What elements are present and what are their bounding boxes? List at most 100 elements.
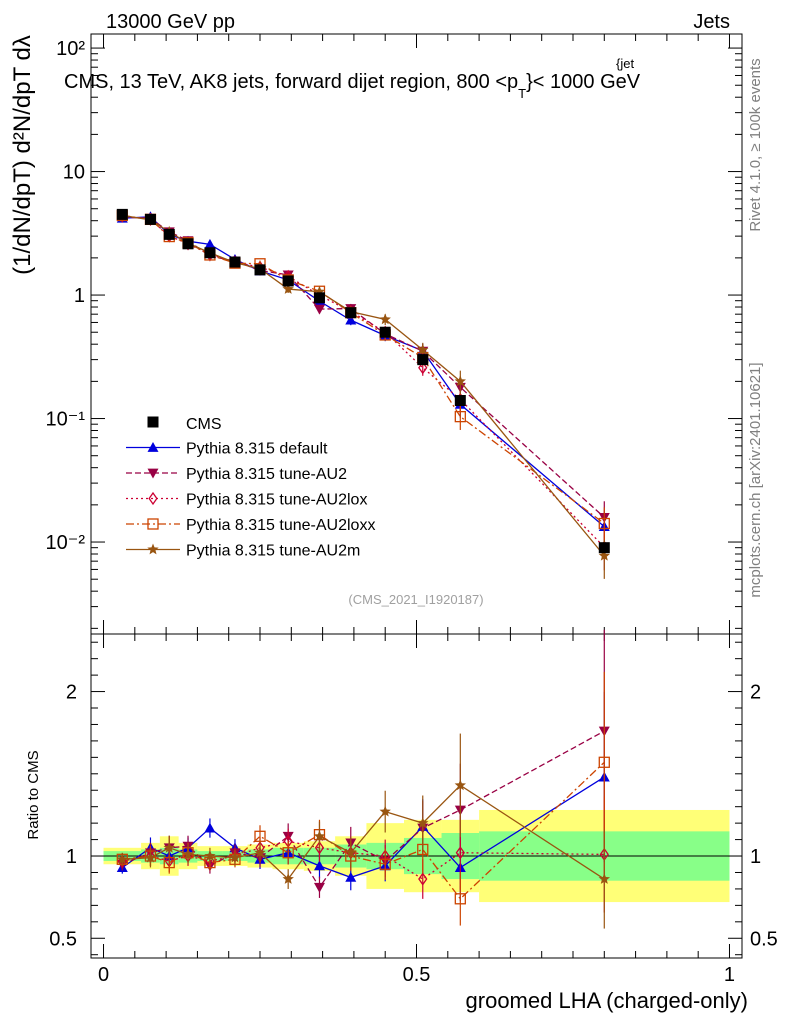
legend-marker-2 xyxy=(148,491,158,506)
series-point-ratio xyxy=(345,846,357,858)
series-point-ratio xyxy=(163,841,175,853)
series-point-main xyxy=(598,517,610,530)
chart-title-sup: {jet xyxy=(616,56,634,71)
x-tick-label: 0 xyxy=(98,964,109,986)
legend-label-4: Pythia 8.315 tune-AU2m xyxy=(186,543,360,560)
series-point-ratio xyxy=(254,830,266,842)
x-tick-label: 1 xyxy=(724,964,735,986)
chart-title-sub: T xyxy=(518,86,526,101)
cms-point xyxy=(598,542,610,554)
y-tick-label: 1 xyxy=(74,285,85,307)
series-point-ratio xyxy=(454,779,466,791)
series-point-ratio xyxy=(454,893,466,905)
y-tick-label: 10⁻² xyxy=(46,532,86,554)
cms-point xyxy=(313,292,325,304)
series-point-main xyxy=(204,238,216,249)
series-point-main xyxy=(418,361,428,375)
ratio-tick-label: 0.5 xyxy=(49,928,77,950)
legend-label-2: Pythia 8.315 tune-AU2lox xyxy=(186,492,367,509)
legend-marker-1 xyxy=(147,468,159,479)
series-point-ratio xyxy=(204,822,216,833)
ratio-tick-label: 1 xyxy=(66,846,77,868)
series-point-ratio xyxy=(379,858,391,870)
cms-point xyxy=(229,256,241,268)
y-tick-label: 10⁻¹ xyxy=(46,409,86,431)
ratio-tick-label: 2 xyxy=(66,682,77,704)
cms-data xyxy=(116,208,610,554)
legend-marker-0 xyxy=(147,442,159,452)
cms-point xyxy=(282,275,294,287)
side-label-rivet: Rivet 4.1.0, ≥ 100k events xyxy=(747,58,764,231)
series-point-ratio xyxy=(229,851,241,863)
legend-label-cms: CMS xyxy=(186,416,222,433)
cms-point xyxy=(204,247,216,259)
chart-title-main: CMS, 13 TeV, AK8 jets, forward dijet reg… xyxy=(64,71,518,93)
series-point-ratio xyxy=(379,805,391,817)
series-point-ratio xyxy=(254,846,266,858)
series-point-ratio xyxy=(418,872,428,886)
series-point-ratio xyxy=(116,853,128,865)
series-line-main xyxy=(122,214,605,525)
ratio-tick-label-right: 0.5 xyxy=(750,928,778,950)
cms-point xyxy=(182,238,194,250)
cms-point xyxy=(163,228,175,240)
ratio-axis-label: Ratio to CMS xyxy=(25,750,42,839)
legend-marker-3 xyxy=(147,518,159,530)
series-point-main xyxy=(282,283,294,294)
x-tick-label: 0.5 xyxy=(403,964,431,986)
series-2 xyxy=(117,209,609,913)
chart-title-tail: }< 1000 GeV xyxy=(526,71,641,93)
cms-point xyxy=(144,213,156,225)
series-4 xyxy=(116,209,610,929)
series-point-ratio xyxy=(345,871,357,882)
cms-point xyxy=(116,208,128,220)
legend-label-3: Pythia 8.315 tune-AU2loxx xyxy=(186,517,375,534)
series-layer xyxy=(116,208,610,929)
y-tick-label: 10² xyxy=(56,38,85,60)
series-point-main xyxy=(313,304,325,315)
series-point-ratio xyxy=(204,850,216,861)
analysis-watermark: (CMS_2021_I1920187) xyxy=(348,592,483,607)
header-left: 13000 GeV pp xyxy=(106,11,235,33)
main-plot-frame: 10⁻² 10⁻¹ 1 10 10² xyxy=(46,33,743,635)
series-point-ratio xyxy=(313,860,325,871)
series-line-ratio xyxy=(122,784,605,881)
series-point-ratio xyxy=(144,851,157,863)
side-label-mcplots: mcplots.cern.ch [arXiv:2401.10621] xyxy=(747,362,764,597)
series-point-ratio xyxy=(182,848,194,860)
cms-point xyxy=(345,307,357,319)
series-point-main xyxy=(417,343,429,355)
series-line-ratio xyxy=(122,730,605,889)
header-right: Jets xyxy=(693,11,730,33)
legend: CMS Pythia 8.315 default Pythia 8.315 tune… xyxy=(126,416,375,560)
series-point-ratio xyxy=(314,841,325,855)
series-point-ratio xyxy=(313,882,325,893)
cms-point xyxy=(379,326,391,338)
series-point-main xyxy=(454,375,466,387)
series-point-main xyxy=(345,314,357,325)
x-axis-label: groomed LHA (charged-only) xyxy=(466,988,748,1013)
ratio-tick-label-right: 1 xyxy=(750,846,761,868)
y-axis-label: (1/dN/dpT) d²N/dpT dλ xyxy=(9,35,36,275)
legend-marker-cms xyxy=(147,416,159,428)
series-point-ratio xyxy=(417,817,429,828)
series-point-main xyxy=(598,549,610,561)
series-point-ratio xyxy=(598,873,610,884)
y-tick-label: 10 xyxy=(63,162,85,184)
cms-point xyxy=(454,394,466,406)
series-line-ratio xyxy=(122,761,605,900)
cms-point xyxy=(417,354,429,366)
ratio-frame-border xyxy=(90,633,743,959)
ratio-tick-label-right: 2 xyxy=(750,682,761,704)
series-point-ratio xyxy=(313,830,326,842)
series-point-ratio xyxy=(282,873,294,884)
ratio-plot-frame: 0 0.5 1 0.5 0.5 1 1 2 2 xyxy=(49,34,778,986)
series-point-ratio xyxy=(455,846,465,860)
series-point-main xyxy=(379,313,391,325)
cms-point xyxy=(254,264,266,276)
series-point-ratio xyxy=(598,756,610,768)
chart-title: CMS, 13 TeV, AK8 jets, forward dijet reg… xyxy=(64,71,641,101)
legend-label-0: Pythia 8.315 default xyxy=(186,441,328,458)
legend-marker-4 xyxy=(147,543,159,555)
